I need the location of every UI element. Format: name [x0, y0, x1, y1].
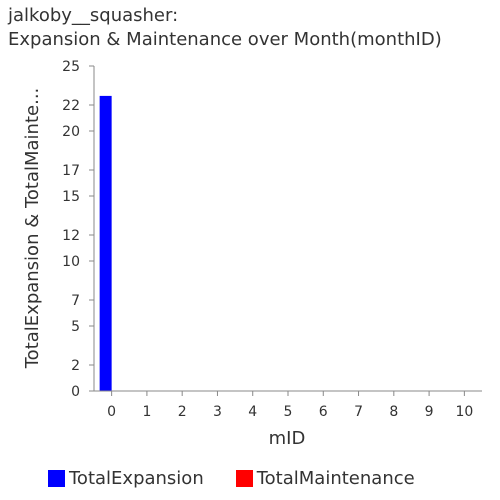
- x-tick-label-9: 9: [425, 404, 434, 420]
- legend-swatch-total-expansion: [48, 469, 65, 487]
- y-tick-label-5: 5: [71, 319, 80, 335]
- legend-label-total-maintenance: TotalMaintenance: [256, 467, 415, 489]
- x-tick-label-2: 2: [178, 404, 187, 420]
- x-tick-label-10: 10: [455, 404, 473, 420]
- y-tick-label-0: 0: [71, 384, 80, 400]
- chart-title-line-2: Expansion & Maintenance over Month(month…: [8, 29, 442, 50]
- chart-title: jalkoby__squasher: Expansion & Maintenan…: [8, 4, 442, 52]
- x-tick-label-8: 8: [389, 404, 398, 420]
- y-tick-label-10: 10: [62, 254, 80, 270]
- bar-totalexpansion-0: [99, 95, 112, 392]
- x-tick-label-1: 1: [142, 404, 151, 420]
- bars-layer: [99, 95, 112, 392]
- y-tick-label-7: 7: [71, 293, 80, 309]
- x-tick-label-7: 7: [354, 404, 363, 420]
- y-tick-label-2: 2: [71, 358, 80, 374]
- chart-legend: TotalExpansion TotalMaintenance: [48, 464, 447, 492]
- x-tick-label-0: 0: [107, 404, 116, 420]
- chart-title-line-1: jalkoby__squasher:: [8, 5, 179, 26]
- y-tick-label-20: 20: [62, 124, 80, 140]
- y-tick-label-25: 25: [62, 59, 80, 75]
- x-tick-label-3: 3: [213, 404, 222, 420]
- x-tick-label-4: 4: [248, 404, 257, 420]
- x-tick-label-6: 6: [319, 404, 328, 420]
- legend-item-total-maintenance[interactable]: TotalMaintenance: [235, 467, 415, 489]
- x-tick-label-5: 5: [284, 404, 293, 420]
- legend-label-total-expansion: TotalExpansion: [69, 467, 204, 489]
- x-axis-title: mID: [269, 428, 306, 449]
- legend-swatch-total-maintenance: [235, 469, 253, 487]
- y-tick-label-15: 15: [62, 189, 80, 205]
- y-tick-label-17: 17: [62, 163, 80, 179]
- legend-item-total-expansion[interactable]: TotalExpansion: [48, 468, 204, 489]
- y-axis-title: TotalExpansion & TotalMainte...: [22, 88, 43, 370]
- y-tick-label-22: 22: [62, 98, 80, 114]
- y-tick-label-12: 12: [62, 228, 80, 244]
